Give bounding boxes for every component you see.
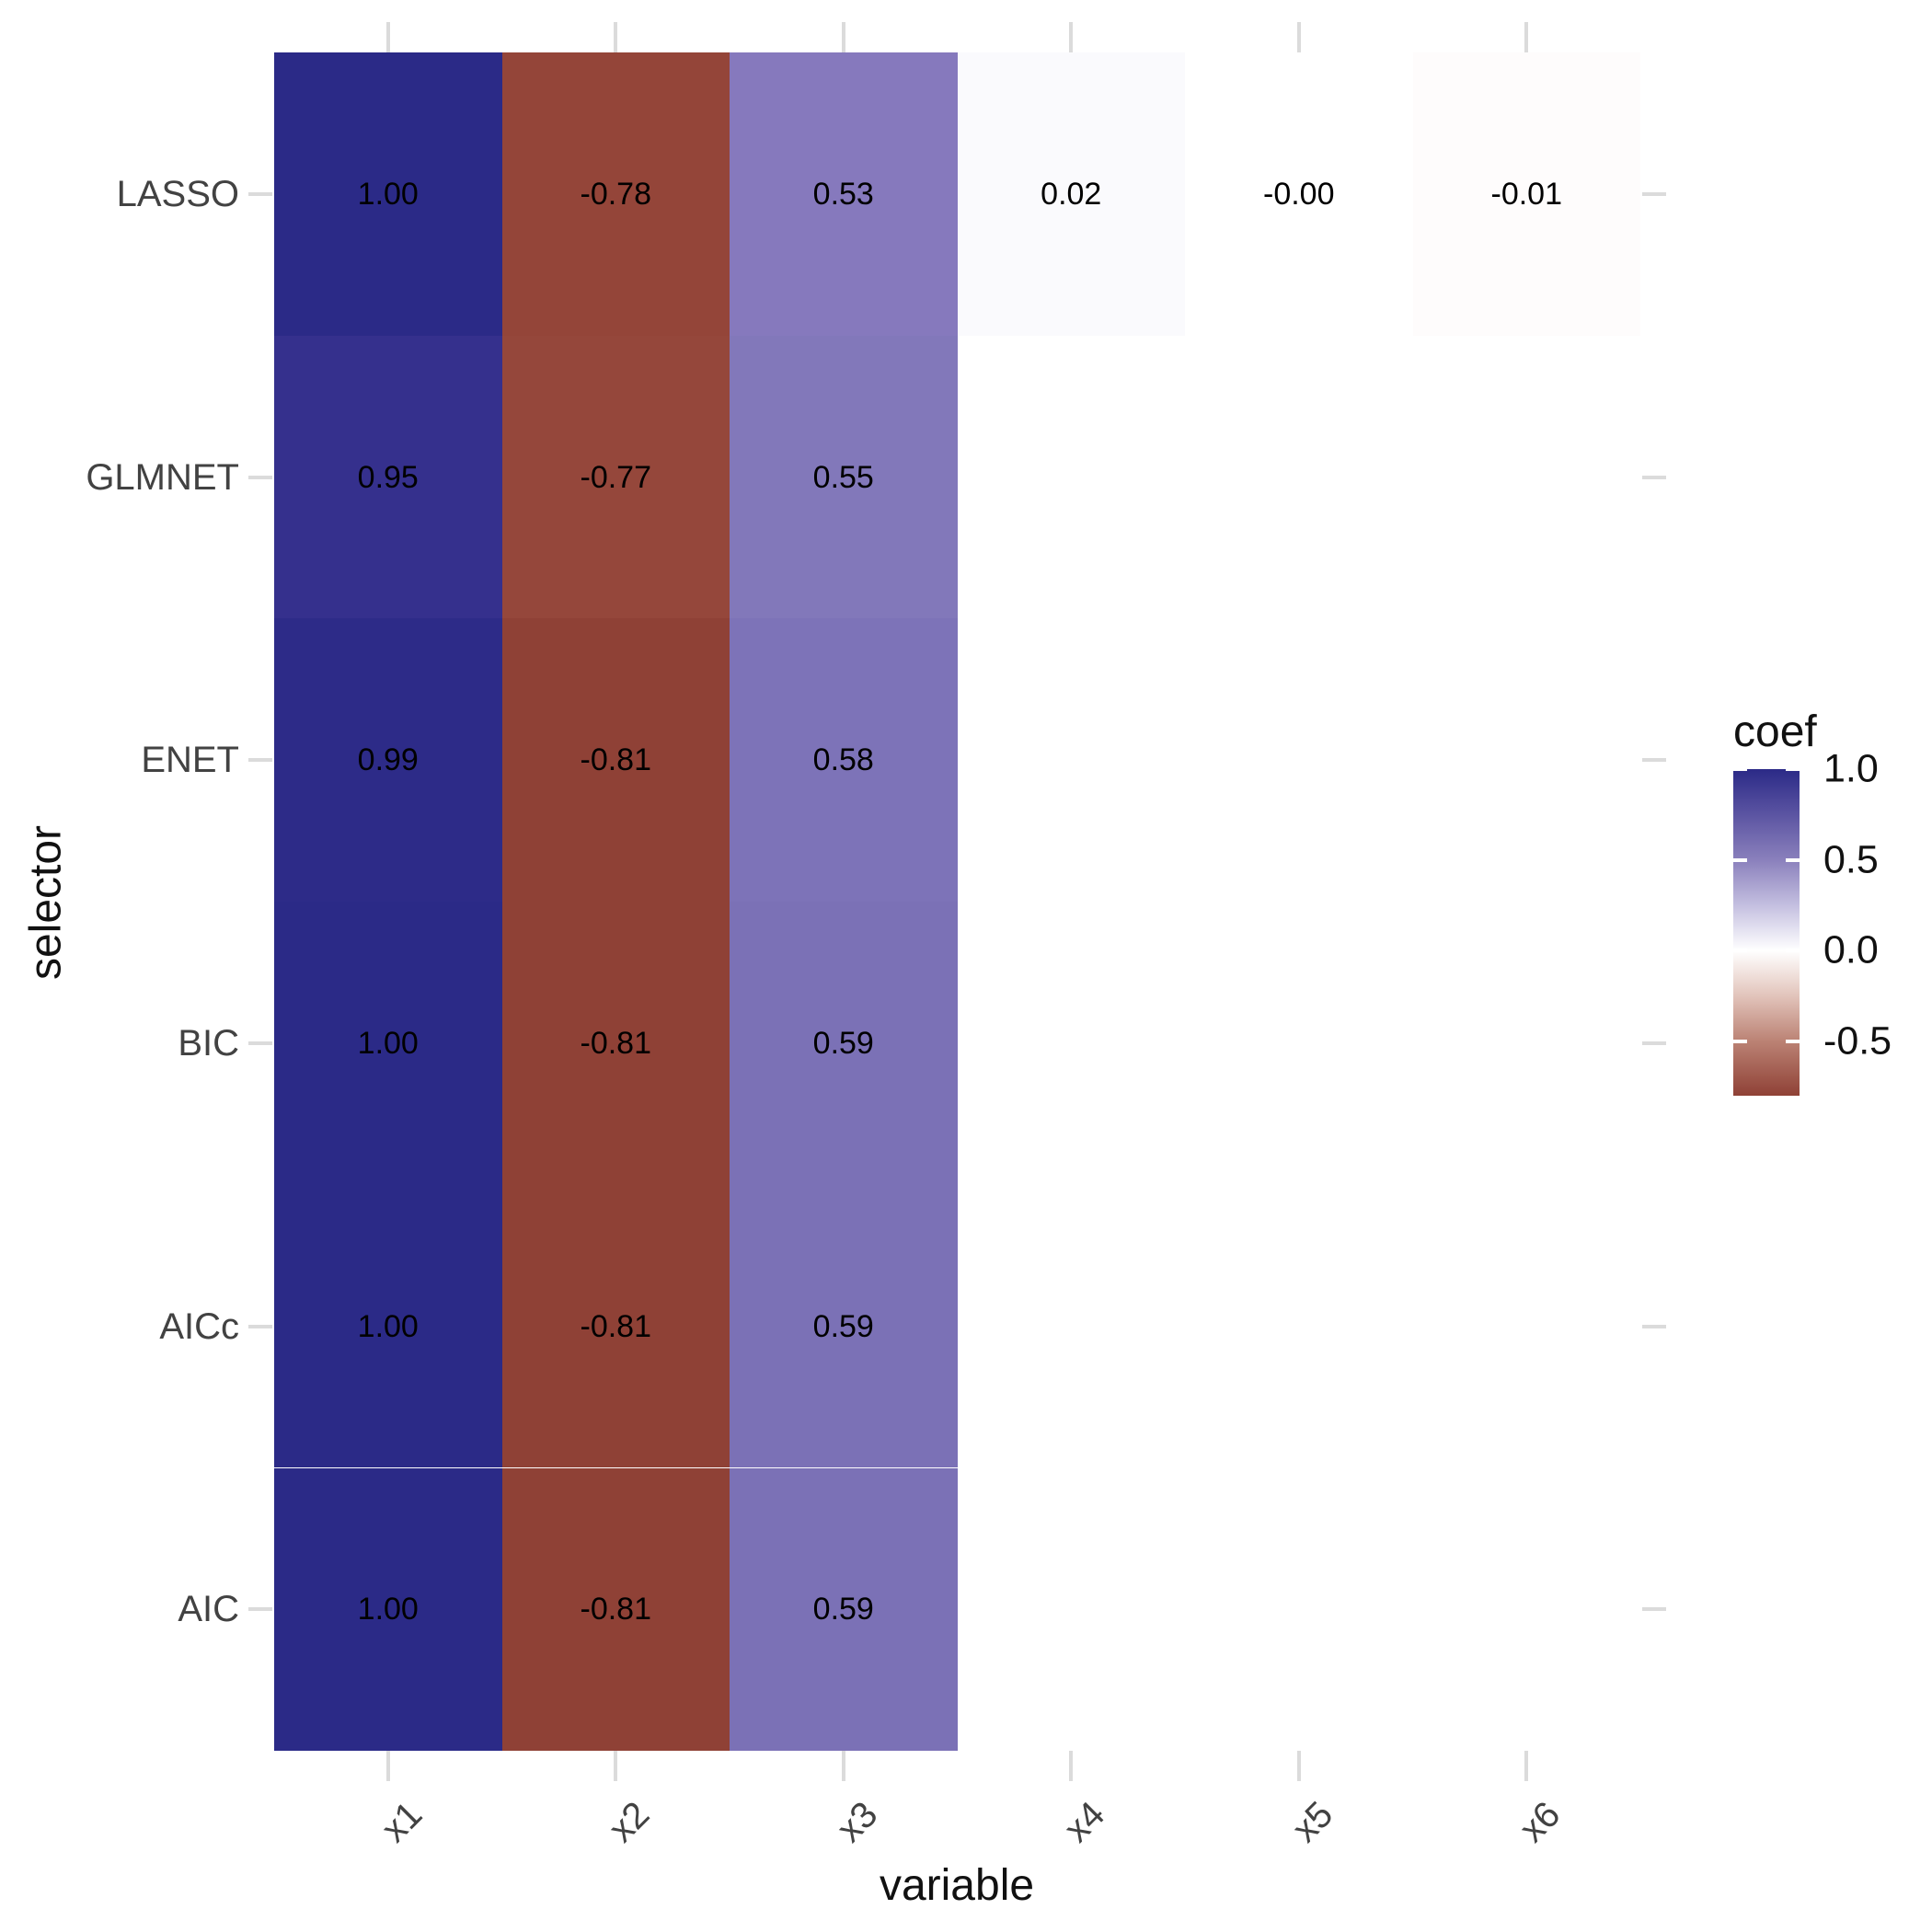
heatmap-cell: 0.55	[730, 335, 958, 619]
heatmap-cell: 0.59	[730, 902, 958, 1185]
x-tick-label: x1	[373, 1794, 430, 1850]
x-axis-tick-bottom	[1069, 1751, 1074, 1782]
heatmap-cell: -0.01	[1412, 52, 1640, 336]
cell-value-label: 0.99	[357, 742, 419, 778]
legend-title: coef	[1733, 707, 1817, 756]
y-axis-tick-right	[1642, 1607, 1666, 1612]
cell-value-label: 0.55	[812, 459, 874, 495]
heatmap-cell: 1.00	[274, 52, 502, 336]
cell-value-label: -0.81	[580, 1308, 652, 1344]
y-axis-tick-left	[248, 1324, 272, 1328]
legend-tick-label: 0.5	[1823, 837, 1879, 882]
heatmap-cell: -0.77	[501, 335, 730, 619]
y-tick-label: BIC	[178, 1022, 239, 1064]
heatmap-cell: -0.81	[501, 1184, 730, 1468]
y-axis-tick-left	[248, 1041, 272, 1045]
cell-value-label: 0.59	[812, 1592, 874, 1627]
legend-tick-mark	[1733, 767, 1747, 771]
legend-gradient-bar	[1733, 769, 1800, 1096]
legend-tick-label: -0.5	[1823, 1018, 1892, 1064]
heatmap-cell: 0.95	[274, 335, 502, 619]
legend-tick-mark	[1733, 949, 1747, 953]
legend-tick-mark	[1733, 857, 1747, 862]
heatmap-cell: 0.99	[274, 618, 502, 903]
x-axis-tick-top	[841, 22, 845, 52]
x-axis-tick-bottom	[1296, 1751, 1301, 1782]
legend-tick-mark	[1786, 1039, 1800, 1043]
heatmap-cell: 1.00	[274, 902, 502, 1185]
y-tick-label: GLMNET	[86, 456, 239, 498]
x-tick-label: x2	[601, 1794, 658, 1850]
x-axis-tick-bottom	[841, 1751, 845, 1782]
cell-value-label: 1.00	[357, 1308, 419, 1344]
cell-value-label: -0.00	[1263, 176, 1335, 212]
y-axis-tick-right	[1642, 191, 1666, 196]
legend-tick-label: 0.0	[1823, 927, 1879, 972]
x-tick-label: x3	[828, 1794, 885, 1850]
cell-value-label: 0.59	[812, 1025, 874, 1061]
heatmap-cell: 1.00	[274, 1467, 502, 1752]
heatmap-cell: 0.59	[730, 1467, 958, 1752]
heatmap-cell: -0.81	[501, 1467, 730, 1752]
cell-value-label: 1.00	[357, 1592, 419, 1627]
x-tick-label: x4	[1056, 1794, 1113, 1850]
heatmap-cell: 0.58	[730, 618, 958, 903]
legend-tick-mark	[1786, 857, 1800, 862]
cell-value-label: -0.77	[580, 459, 652, 495]
x-axis-tick-top	[1069, 22, 1074, 52]
x-axis-tick-bottom	[614, 1751, 618, 1782]
y-axis-tick-right	[1642, 1324, 1666, 1328]
y-axis-tick-left	[248, 191, 272, 196]
heatmap-cell: -0.81	[501, 618, 730, 903]
cell-value-label: 0.58	[812, 742, 874, 778]
legend-tick-label: 1.0	[1823, 746, 1879, 791]
cell-value-label: 1.00	[357, 1025, 419, 1061]
y-axis-tick-right	[1642, 475, 1666, 479]
heatmap-cell: 0.59	[730, 1184, 958, 1468]
y-axis-tick-left	[248, 475, 272, 479]
heatmap-cell: -0.81	[501, 902, 730, 1185]
cell-value-label: 0.59	[812, 1308, 874, 1344]
y-axis-tick-left	[248, 758, 272, 763]
x-tick-label: x5	[1283, 1794, 1340, 1850]
heatmap-cell: 1.00	[274, 1184, 502, 1468]
legend-tick-mark	[1786, 949, 1800, 953]
x-axis-tick-bottom	[385, 1751, 390, 1782]
cell-value-label: 1.00	[357, 176, 419, 212]
x-axis-tick-top	[1524, 22, 1529, 52]
cell-value-label: -0.81	[580, 1592, 652, 1627]
plot-panel: 1.00 -0.78 0.53 0.02 -0.00 -0.01 0.95 -0.77 0.55…	[274, 52, 1640, 1752]
y-axis-title: selector	[21, 824, 71, 981]
y-axis-tick-right	[1642, 758, 1666, 763]
cell-value-label: -0.78	[580, 176, 652, 212]
x-tick-label: x6	[1512, 1794, 1569, 1850]
y-axis-tick-left	[248, 1607, 272, 1612]
cell-value-label: -0.81	[580, 742, 652, 778]
cell-value-label: -0.81	[580, 1025, 652, 1061]
x-axis-tick-bottom	[1524, 1751, 1529, 1782]
y-tick-label: AICc	[159, 1305, 239, 1347]
y-tick-label: AIC	[178, 1589, 239, 1630]
cell-value-label: 0.95	[357, 459, 419, 495]
y-tick-label: LASSO	[116, 173, 239, 214]
y-axis-tick-right	[1642, 1041, 1666, 1045]
legend-tick-mark	[1733, 1039, 1747, 1043]
x-axis-tick-top	[614, 22, 618, 52]
heatmap-cell: -0.00	[1185, 52, 1413, 336]
cell-value-label: 0.02	[1041, 176, 1102, 212]
cell-value-label: -0.01	[1490, 176, 1563, 212]
heatmap-cell: 0.02	[957, 52, 1185, 336]
cell-value-label: 0.53	[812, 176, 874, 212]
x-axis-tick-top	[1296, 22, 1301, 52]
x-axis-title: variable	[879, 1861, 1035, 1910]
heatmap-cell: -0.78	[501, 52, 730, 336]
y-tick-label: ENET	[141, 740, 239, 781]
x-axis-tick-top	[385, 22, 390, 52]
heatmap-cell: 0.53	[730, 52, 958, 336]
legend-tick-mark	[1786, 767, 1800, 771]
